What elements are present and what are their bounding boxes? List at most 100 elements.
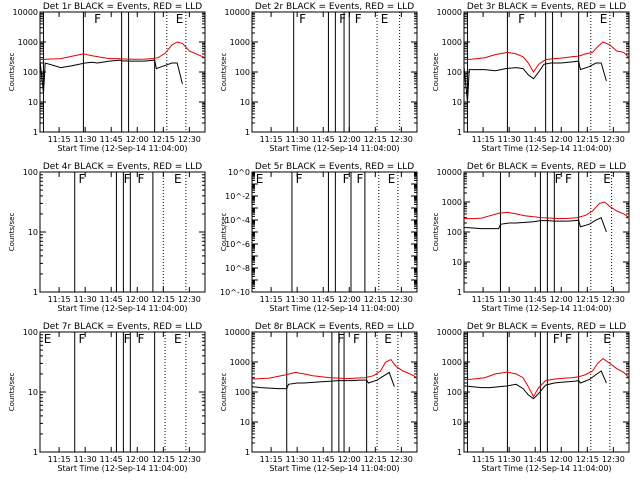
plot-frame [463,171,630,293]
detector-panel-2: Det 2r BLACK = Events, RED = LLD 1 10 100 10… [220,2,418,153]
y-tick-label: 1 [457,128,462,137]
x-axis-label: Start Time (12-Sep-14 11:04:00) [269,144,399,153]
y-tick-label: 10 [28,388,38,397]
y-tick-label: 10000 [437,328,462,337]
y-tick-label: 10^-2 [225,192,250,201]
x-tick-label: 12:00 [550,455,573,464]
x-tick-label: 11:45 [312,295,335,304]
x-axis-label: Start Time (12-Sep-14 11:04:00) [481,464,611,473]
plot-frame [39,331,206,453]
detector-panel-6: Det 6r BLACK = Events, RED = LLD 1 10 100 10… [432,162,630,313]
flag-label: F [337,332,344,346]
flag-label: E [600,12,608,26]
events-series-line [463,60,607,103]
flag-label: F [296,172,303,186]
x-tick-label: 11:30 [74,455,97,464]
x-tick-label: 11:30 [498,135,521,144]
x-tick-label: 11:30 [74,135,97,144]
x-tick-label: 11:15 [472,135,495,144]
panel-title: Det 9r BLACK = Events, RED = LLD [467,322,626,332]
x-tick-label: 12:00 [338,295,361,304]
panel-title: Det 3r BLACK = Events, RED = LLD [467,2,626,12]
x-tick-label: 12:00 [126,295,149,304]
panel-title: Det 4r BLACK = Events, RED = LLD [43,162,202,172]
x-axis-label: Start Time (12-Sep-14 11:04:00) [57,144,187,153]
x-tick-label: 11:30 [498,295,521,304]
y-tick-label: 1 [33,448,38,457]
flag-label: F [299,12,306,26]
x-tick-label: 12:00 [550,135,573,144]
detector-panel-1: Det 1r BLACK = Events, RED = LLD 1 10 100 10… [8,2,206,153]
y-tick-label: 10^-10 [220,288,250,297]
x-tick-label: 11:30 [286,455,309,464]
x-tick-label: 11:30 [286,135,309,144]
detector-panel-5: Det 5r BLACK = Events, RED = LLD 10^-10 10… [220,162,418,313]
flag-label: F [355,12,362,26]
x-tick-label: 12:30 [178,455,201,464]
lld-series-line [39,41,206,61]
panel-title: Det 1r BLACK = Events, RED = LLD [43,2,202,12]
y-axis-label: Counts/sec [8,53,16,92]
x-tick-label: 12:30 [602,455,625,464]
events-series-line [463,370,607,400]
x-tick-label: 12:00 [338,135,361,144]
flag-label: F [94,12,101,26]
x-tick-label: 12:00 [126,455,149,464]
panel-title: Det 2r BLACK = Events, RED = LLD [255,2,414,12]
detector-panel-4: Det 4r BLACK = Events, RED = LLD 1 10 100 11… [8,162,206,313]
x-tick-label: 12:15 [364,295,387,304]
flag-label: F [339,12,346,26]
flag-label: F [518,12,525,26]
x-tick-label: 11:15 [48,135,71,144]
x-axis-label: Start Time (12-Sep-14 11:04:00) [57,304,187,313]
panel-title: Det 5r BLACK = Events, RED = LLD [255,162,414,172]
y-tick-label: 10000 [13,8,38,17]
x-tick-label: 12:30 [178,135,201,144]
x-tick-label: 11:45 [312,135,335,144]
x-tick-label: 12:30 [178,295,201,304]
detector-panel-7: Det 7r BLACK = Events, RED = LLD 1 10 100 11… [8,322,206,473]
flag-label: F [356,172,363,186]
x-tick-label: 12:00 [550,295,573,304]
x-tick-label: 12:00 [126,135,149,144]
flag-label: E [174,172,182,186]
x-axis-label: Start Time (12-Sep-14 11:04:00) [481,304,611,313]
flag-label: E [384,332,392,346]
y-axis-label: Counts/sec [432,53,440,92]
x-tick-label: 11:45 [524,455,547,464]
x-tick-label: 11:45 [524,295,547,304]
flag-label: F [138,332,145,346]
plot-frame [251,171,418,293]
x-tick-label: 12:30 [602,135,625,144]
flag-label: F [565,332,572,346]
x-axis-label: Start Time (12-Sep-14 11:04:00) [269,304,399,313]
x-tick-label: 11:15 [472,295,495,304]
y-tick-label: 10 [452,258,462,267]
x-tick-label: 11:45 [100,455,123,464]
y-tick-label: 1000 [230,358,250,367]
y-tick-label: 10 [28,98,38,107]
x-tick-label: 12:15 [576,135,599,144]
y-tick-label: 10000 [225,8,250,17]
y-tick-label: 1 [457,448,462,457]
y-axis-label: Counts/sec [220,213,228,252]
x-tick-label: 12:15 [364,135,387,144]
plot-frame [463,331,630,453]
x-tick-label: 11:15 [472,455,495,464]
panel-title: Det 8r BLACK = Events, RED = LLD [255,322,414,332]
flag-label: F [353,332,360,346]
x-tick-label: 12:15 [152,135,175,144]
flag-label: E [174,332,182,346]
events-series-line [251,371,395,390]
panel-title: Det 7r BLACK = Events, RED = LLD [43,322,202,332]
y-axis-label: Counts/sec [220,53,228,92]
y-axis-label: Counts/sec [220,373,228,412]
flag-label: F [138,172,145,186]
x-tick-label: 11:45 [312,455,335,464]
flag-label: E [381,12,389,26]
detector-panel-3: Det 3r BLACK = Events, RED = LLD 1 10 100 10… [432,2,630,153]
y-tick-label: 10000 [437,8,462,17]
y-tick-label: 100 [23,328,38,337]
y-tick-label: 100 [235,68,250,77]
